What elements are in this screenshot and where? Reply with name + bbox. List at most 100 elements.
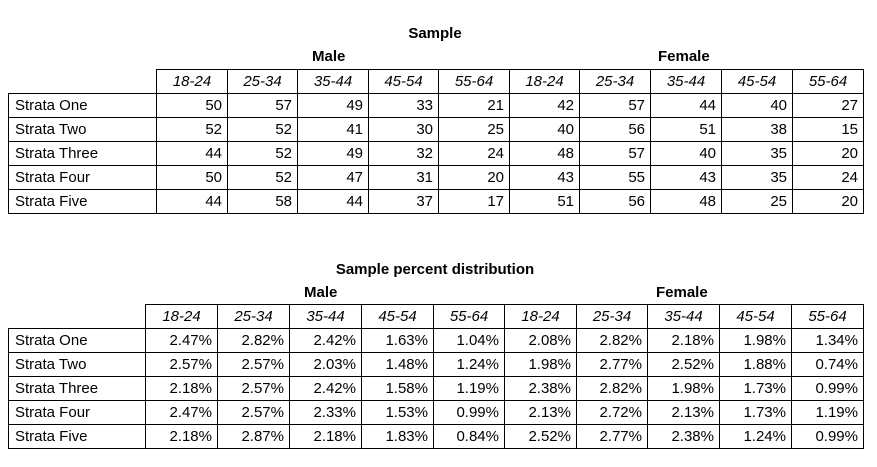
table-cell: 25 — [721, 189, 793, 214]
age-header-female-25-34: 25-34 — [576, 304, 648, 329]
table-cell: 40 — [509, 117, 580, 142]
table-cell: 2.13% — [504, 400, 577, 425]
row-label: Strata Two — [8, 117, 157, 142]
table-cell: 2.82% — [217, 328, 290, 353]
table-cell: 1.53% — [361, 400, 434, 425]
table-cell: 2.77% — [576, 352, 648, 377]
percent-title: Sample percent distribution — [335, 261, 535, 278]
table-cell: 52 — [156, 117, 228, 142]
table-row: Strata Two 52 52 41 30 25 40 56 51 38 15 — [8, 117, 864, 142]
table-cell: 33 — [368, 93, 439, 118]
sample-female-header: Female — [658, 48, 710, 65]
table-row: Strata Two 2.57% 2.57% 2.03% 1.48% 1.24% 1.98%… — [8, 352, 864, 377]
table-cell: 2.47% — [145, 328, 218, 353]
table-cell: 1.04% — [433, 328, 505, 353]
age-header-male-18-24: 18-24 — [156, 69, 228, 94]
table-cell: 47 — [297, 165, 369, 190]
table-cell: 2.13% — [647, 400, 720, 425]
row-label: Strata Four — [8, 400, 146, 425]
table-cell: 2.18% — [145, 424, 218, 449]
table-row: Strata One 50 57 49 33 21 42 57 44 40 27 — [8, 93, 864, 118]
table-cell: 44 — [156, 189, 228, 214]
sample-male-header: Male — [312, 48, 346, 65]
table-cell: 44 — [297, 189, 369, 214]
table-cell: 57 — [227, 93, 298, 118]
table-cell: 48 — [509, 141, 580, 166]
row-label: Strata One — [8, 328, 146, 353]
table-row: Strata Three 2.18% 2.57% 2.42% 1.58% 1.19% 2.3… — [8, 376, 864, 401]
table-cell: 1.58% — [361, 376, 434, 401]
table-cell: 2.42% — [289, 328, 362, 353]
table-cell: 51 — [650, 117, 722, 142]
age-header-female-18-24: 18-24 — [509, 69, 580, 94]
age-header-male-55-64: 55-64 — [433, 304, 505, 329]
table-cell: 1.48% — [361, 352, 434, 377]
row-label: Strata Five — [8, 424, 146, 449]
table-cell: 2.42% — [289, 376, 362, 401]
table-cell: 49 — [297, 93, 369, 118]
age-header-female-25-34: 25-34 — [579, 69, 651, 94]
table-cell: 1.24% — [433, 352, 505, 377]
table-cell: 1.73% — [719, 400, 792, 425]
table-row: Strata Four 2.47% 2.57% 2.33% 1.53% 0.99% 2.13… — [8, 400, 864, 425]
table-cell: 2.33% — [289, 400, 362, 425]
age-header-male-35-44: 35-44 — [297, 69, 369, 94]
table-cell: 2.38% — [504, 376, 577, 401]
table-cell: 2.47% — [145, 400, 218, 425]
age-header-male-18-24: 18-24 — [145, 304, 218, 329]
table-cell: 2.57% — [217, 400, 290, 425]
table-cell: 58 — [227, 189, 298, 214]
table-cell: 31 — [368, 165, 439, 190]
table-cell: 2.38% — [647, 424, 720, 449]
age-header-female-55-64: 55-64 — [791, 304, 864, 329]
table-cell: 20 — [438, 165, 510, 190]
table-cell: 1.34% — [791, 328, 864, 353]
table-cell: 2.03% — [289, 352, 362, 377]
table-cell: 2.77% — [576, 424, 648, 449]
table-cell: 35 — [721, 165, 793, 190]
table-cell: 2.72% — [576, 400, 648, 425]
table-cell: 0.84% — [433, 424, 505, 449]
table-cell: 25 — [438, 117, 510, 142]
table-cell: 0.99% — [791, 424, 864, 449]
table-cell: 35 — [721, 141, 793, 166]
header-blank-cell — [9, 305, 146, 329]
age-header-female-45-54: 45-54 — [721, 69, 793, 94]
table-cell: 56 — [579, 117, 651, 142]
table-cell: 15 — [792, 117, 864, 142]
table-cell: 51 — [509, 189, 580, 214]
table-cell: 2.52% — [504, 424, 577, 449]
percent-table: 18-24 25-34 35-44 45-54 55-64 18-24 25-34 35-44… — [8, 304, 864, 449]
table-cell: 2.18% — [145, 376, 218, 401]
table-cell: 2.18% — [289, 424, 362, 449]
table-cell: 50 — [156, 93, 228, 118]
age-header-male-45-54: 45-54 — [361, 304, 434, 329]
table-cell: 52 — [227, 165, 298, 190]
table-cell: 37 — [368, 189, 439, 214]
row-label: Strata Four — [8, 165, 157, 190]
table-cell: 1.24% — [719, 424, 792, 449]
table-cell: 44 — [156, 141, 228, 166]
table-cell: 1.98% — [719, 328, 792, 353]
table-cell: 2.82% — [576, 328, 648, 353]
percent-female-header: Female — [656, 284, 708, 301]
table-cell: 24 — [438, 141, 510, 166]
row-label: Strata Three — [8, 141, 157, 166]
table-cell: 50 — [156, 165, 228, 190]
table-cell: 55 — [579, 165, 651, 190]
age-header-male-55-64: 55-64 — [438, 69, 510, 94]
table-cell: 40 — [721, 93, 793, 118]
table-cell: 21 — [438, 93, 510, 118]
table-cell: 56 — [579, 189, 651, 214]
table-cell: 27 — [792, 93, 864, 118]
table-cell: 43 — [509, 165, 580, 190]
table-cell: 2.82% — [576, 376, 648, 401]
table-cell: 20 — [792, 141, 864, 166]
age-header-male-25-34: 25-34 — [227, 69, 298, 94]
table-cell: 52 — [227, 117, 298, 142]
row-label: Strata Two — [8, 352, 146, 377]
table-cell: 40 — [650, 141, 722, 166]
table-cell: 2.57% — [217, 352, 290, 377]
sample-table: 18-24 25-34 35-44 45-54 55-64 18-24 25-34 35-44… — [8, 69, 864, 214]
percent-male-header: Male — [304, 284, 338, 301]
